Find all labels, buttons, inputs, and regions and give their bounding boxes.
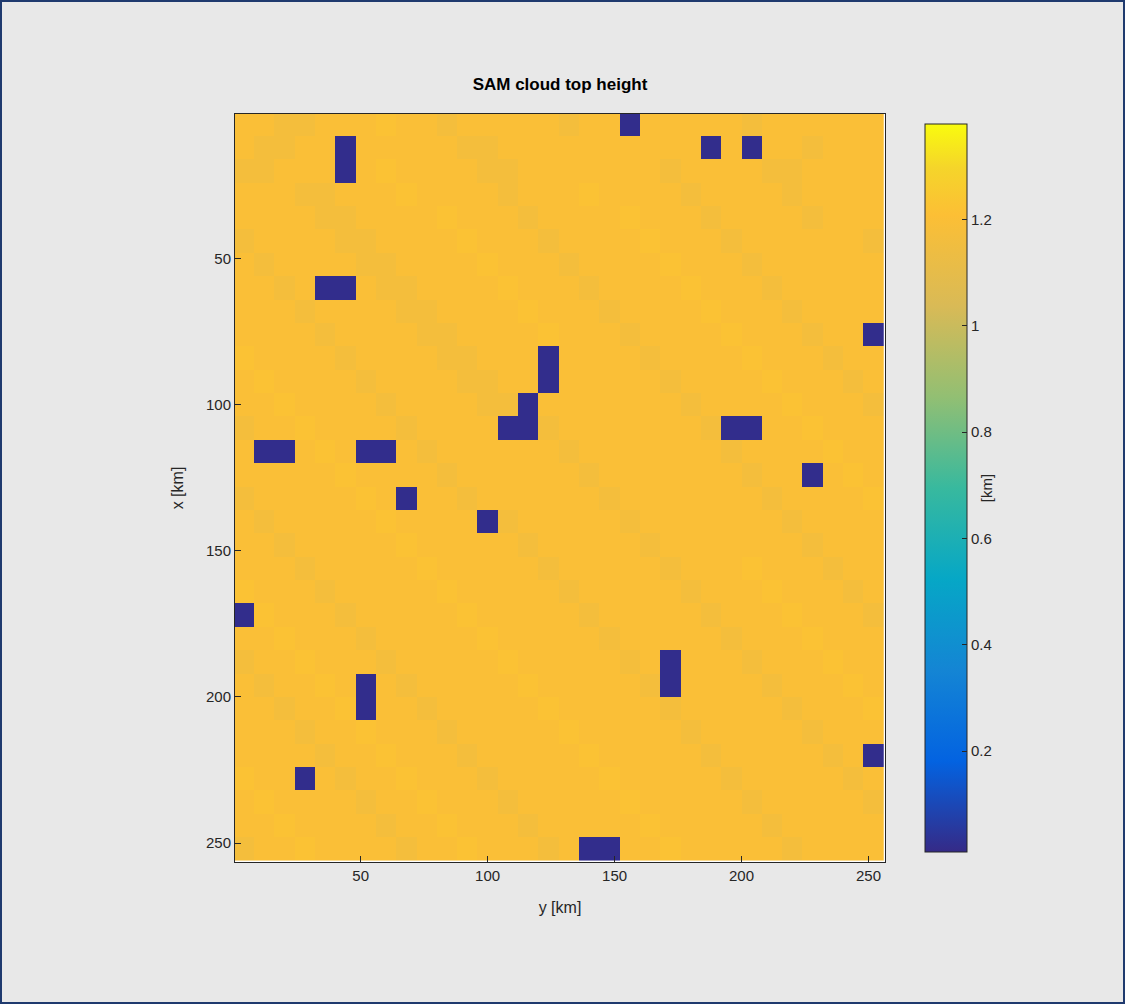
svg-text:150: 150 [602, 867, 627, 884]
svg-text:0.8: 0.8 [971, 423, 992, 440]
svg-text:1.2: 1.2 [971, 211, 992, 228]
svg-text:50: 50 [352, 867, 369, 884]
svg-text:[km]: [km] [978, 474, 995, 502]
svg-text:1: 1 [971, 317, 979, 334]
svg-text:100: 100 [475, 867, 500, 884]
svg-text:250: 250 [856, 867, 881, 884]
svg-text:100: 100 [206, 396, 231, 413]
svg-text:0.6: 0.6 [971, 530, 992, 547]
svg-text:50: 50 [214, 250, 231, 267]
svg-text:y [km]: y [km] [539, 899, 582, 916]
svg-text:150: 150 [206, 542, 231, 559]
svg-text:250: 250 [206, 834, 231, 851]
svg-text:0.4: 0.4 [971, 636, 992, 653]
svg-text:x [km]: x [km] [169, 467, 186, 510]
svg-text:0.2: 0.2 [971, 742, 992, 759]
svg-text:200: 200 [206, 688, 231, 705]
svg-text:SAM cloud top height: SAM cloud top height [473, 75, 648, 94]
svg-text:200: 200 [729, 867, 754, 884]
